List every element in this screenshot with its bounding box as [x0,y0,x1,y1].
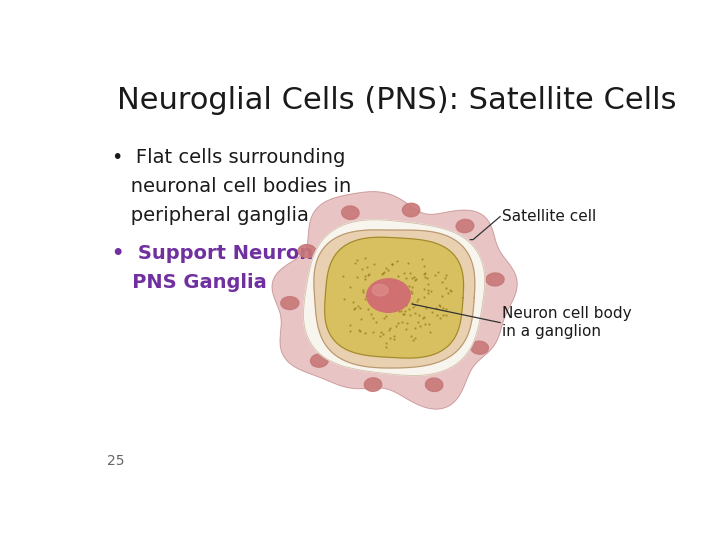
Text: •  Flat cells surrounding: • Flat cells surrounding [112,148,346,167]
Polygon shape [314,230,474,368]
Ellipse shape [341,206,359,219]
Ellipse shape [310,354,328,367]
Ellipse shape [471,341,488,354]
Text: Neuroglial Cells (PNS): Satellite Cells: Neuroglial Cells (PNS): Satellite Cells [117,85,677,114]
Polygon shape [304,220,485,375]
Text: neuronal cell bodies in: neuronal cell bodies in [112,177,351,196]
Ellipse shape [372,285,388,296]
Polygon shape [325,237,464,358]
Ellipse shape [364,378,382,392]
Ellipse shape [298,245,316,258]
Ellipse shape [486,273,504,286]
Polygon shape [272,192,517,409]
Text: 25: 25 [107,454,125,468]
Text: Satellite cell: Satellite cell [502,209,596,224]
Text: PNS Ganglia: PNS Ganglia [112,273,267,292]
Ellipse shape [402,203,420,217]
Ellipse shape [366,279,410,312]
Text: •  Support Neurons In The: • Support Neurons In The [112,244,400,262]
Ellipse shape [426,378,443,392]
Text: Neuron cell body
in a ganglion: Neuron cell body in a ganglion [502,306,631,339]
Text: peripheral ganglia: peripheral ganglia [112,206,309,225]
Ellipse shape [281,296,299,309]
Ellipse shape [456,219,474,233]
